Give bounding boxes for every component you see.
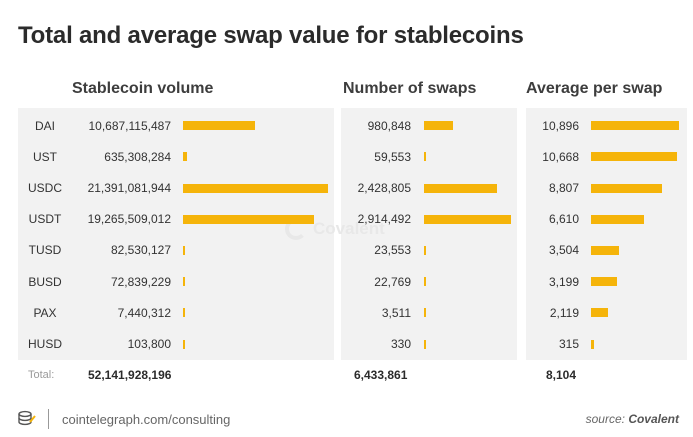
average-value-husd: 315 xyxy=(558,337,579,351)
volume-value-busd: 72,839,229 xyxy=(110,274,171,289)
average-panel xyxy=(526,108,687,360)
swaps-value-usdc: 2,428,805 xyxy=(357,181,411,195)
volume-value-ust: 635,308,284 xyxy=(104,149,171,164)
volume-bar-busd xyxy=(183,277,185,287)
row-label-tusd: TUSD xyxy=(28,243,62,258)
total-swaps: 6,433,861 xyxy=(354,368,408,382)
volume-value-pax: 7,440,312 xyxy=(117,305,171,320)
average-value-ust: 10,668 xyxy=(542,149,579,164)
swaps-panel xyxy=(341,108,517,360)
column-header-average: Average per swap xyxy=(526,80,663,97)
column-header-swaps: Number of swaps xyxy=(343,80,477,97)
source-note: source: Covalent xyxy=(586,412,679,426)
volume-bar-dai xyxy=(183,121,256,131)
volume-value-usdt: 19,265,509,012 xyxy=(87,212,171,227)
row-label-pax: PAX xyxy=(33,305,57,320)
source-name: Covalent xyxy=(628,412,679,426)
average-bar-busd xyxy=(591,277,617,287)
average-value-dai: 10,896 xyxy=(542,118,579,133)
total-label: Total: xyxy=(28,369,55,381)
footer-link[interactable]: cointelegraph.com/consulting xyxy=(62,412,231,427)
swaps-value-tusd: 23,553 xyxy=(374,243,411,258)
volume-bar-pax xyxy=(183,308,185,318)
average-bar-ust xyxy=(591,152,678,162)
swaps-bar-usdt xyxy=(424,214,511,224)
row-label-husd: HUSD xyxy=(27,337,62,351)
swaps-value-dai: 980,848 xyxy=(367,118,411,133)
volume-bar-ust xyxy=(183,152,188,162)
source-prefix: source: xyxy=(585,412,625,426)
volume-panel xyxy=(18,108,334,360)
footer-separator xyxy=(48,409,49,429)
row-label-usdt: USDT xyxy=(28,212,62,227)
average-bar-usdc xyxy=(591,183,663,193)
volume-bar-husd xyxy=(183,339,185,349)
swaps-value-usdt: 2,914,492 xyxy=(357,212,411,227)
cointelegraph-logo-icon xyxy=(18,410,36,426)
volume-value-tusd: 82,530,127 xyxy=(110,243,171,258)
watermark-text: Covalent xyxy=(313,219,385,238)
volume-bar-tusd xyxy=(183,245,185,255)
swaps-value-busd: 22,769 xyxy=(374,274,411,289)
chart-title: Total and average swap value for stablec… xyxy=(18,22,524,49)
average-value-busd: 3,199 xyxy=(548,274,579,289)
swaps-value-husd: 330 xyxy=(390,337,411,351)
volume-value-dai: 10,687,115,487 xyxy=(88,118,171,133)
average-value-usdc: 8,807 xyxy=(548,181,579,195)
swaps-bar-tusd xyxy=(424,245,426,255)
volume-value-husd: 103,800 xyxy=(127,337,171,351)
volume-bar-usdt xyxy=(183,214,314,224)
row-label-busd: BUSD xyxy=(28,274,62,289)
average-bar-husd xyxy=(591,339,594,349)
average-bar-dai xyxy=(591,121,679,131)
volume-bar-usdc xyxy=(183,183,328,193)
total-volume: 52,141,928,196 xyxy=(88,368,172,382)
swaps-bar-ust xyxy=(424,152,426,162)
column-header-volume: Stablecoin volume xyxy=(72,80,214,97)
volume-value-usdc: 21,391,081,944 xyxy=(87,181,171,195)
average-bar-pax xyxy=(591,308,609,318)
swaps-value-ust: 59,553 xyxy=(374,149,411,164)
row-label-usdc: USDC xyxy=(27,181,62,195)
average-value-usdt: 6,610 xyxy=(548,212,579,227)
average-value-tusd: 3,504 xyxy=(548,243,579,258)
average-value-pax: 2,119 xyxy=(549,305,579,320)
swaps-bar-pax xyxy=(424,308,426,318)
row-label-ust: UST xyxy=(33,149,57,164)
swaps-value-pax: 3,511 xyxy=(381,305,411,320)
swaps-bar-usdc xyxy=(424,183,497,193)
swaps-bar-busd xyxy=(424,277,426,287)
row-label-dai: DAI xyxy=(34,118,55,133)
average-bar-tusd xyxy=(591,245,620,255)
total-average: 8,104 xyxy=(546,368,577,382)
swaps-bar-dai xyxy=(424,121,454,131)
average-bar-usdt xyxy=(591,214,645,224)
swaps-bar-husd xyxy=(424,339,426,349)
